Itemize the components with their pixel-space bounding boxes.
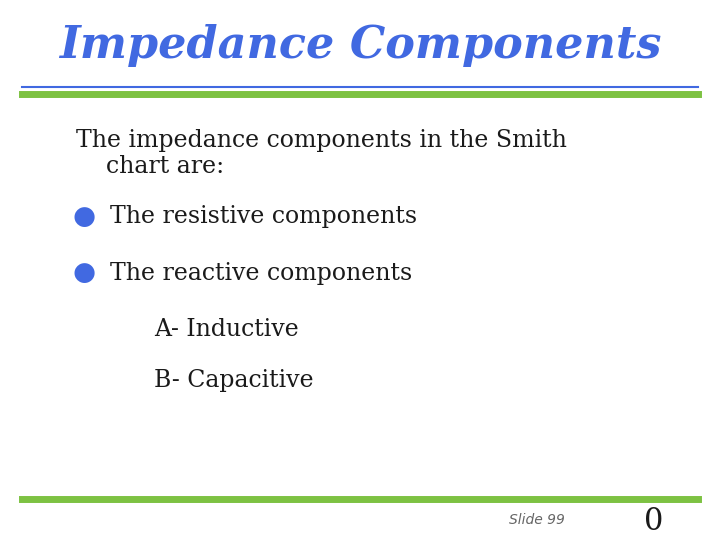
Text: B- Capacitive: B- Capacitive: [154, 369, 313, 392]
Text: The impedance components in the Smith
    chart are:: The impedance components in the Smith ch…: [76, 129, 567, 178]
Text: ●: ●: [73, 260, 96, 286]
Text: Impedance Components: Impedance Components: [59, 24, 661, 67]
Text: 0: 0: [644, 506, 664, 537]
Text: ●: ●: [73, 204, 96, 230]
Text: A- Inductive: A- Inductive: [154, 318, 299, 341]
Text: The reactive components: The reactive components: [110, 262, 413, 285]
Text: Slide 99: Slide 99: [508, 512, 564, 526]
Text: The resistive components: The resistive components: [110, 205, 417, 228]
